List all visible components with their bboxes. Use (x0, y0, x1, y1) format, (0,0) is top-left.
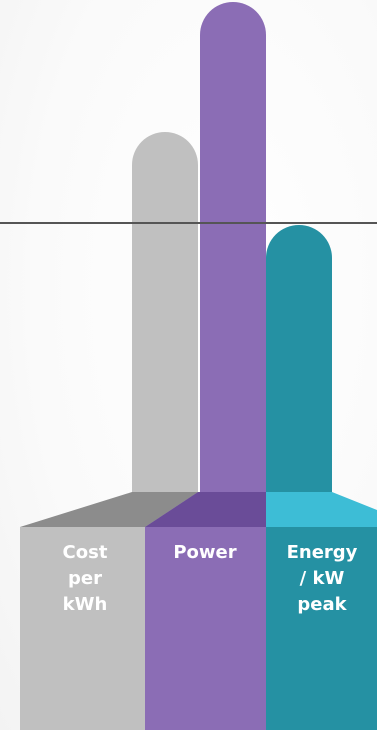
pillar-power (200, 2, 266, 527)
label-line: kWh (62, 594, 108, 615)
pillar-cost-per-kwh (132, 132, 198, 527)
label-cost-per-kwh: Cost per kWh (40, 540, 130, 618)
label-line: Cost (62, 542, 108, 563)
base-top-energy-per-kw-peak (266, 492, 377, 527)
label-line: per (68, 568, 102, 589)
base-energy-per-kw-peak (266, 527, 377, 730)
label-line: Energy (286, 542, 358, 563)
label-line: / kW (299, 568, 345, 589)
base-top-cost-per-kwh (20, 492, 198, 527)
label-power: Power (155, 540, 255, 566)
label-line: Power (173, 542, 237, 563)
pillar-energy-per-kw-peak (266, 225, 332, 527)
base-cost-per-kwh (20, 527, 145, 730)
base-top-power (145, 492, 266, 527)
reference-line (0, 222, 377, 224)
label-energy-per-kw-peak: Energy / kW peak (272, 540, 372, 618)
base-power (145, 527, 266, 730)
label-line: peak (297, 594, 347, 615)
